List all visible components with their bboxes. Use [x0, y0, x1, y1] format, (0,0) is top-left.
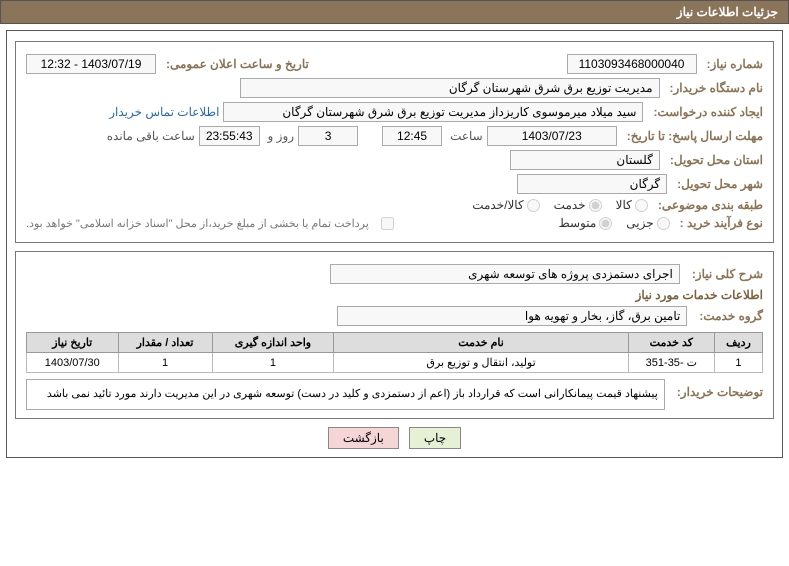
- radio-kala[interactable]: کالا: [616, 198, 648, 212]
- buyer-desc-text: پیشنهاد قیمت پیمانکارانی است که قرارداد …: [26, 379, 665, 410]
- announce-dt-value: 1403/07/19 - 12:32: [26, 54, 156, 74]
- table-row: 1 ت -35-351 تولید، انتقال و توزیع برق 1 …: [27, 353, 763, 373]
- need-no-label: شماره نیاز:: [707, 57, 763, 71]
- mid-section: شرح کلی نیاز: اجرای دستمزدی پروژه های تو…: [15, 251, 774, 419]
- requester-value: سید میلاد میرموسوی کاریزداز مدیریت توزیع…: [223, 102, 643, 122]
- back-button[interactable]: بازگشت: [328, 427, 399, 449]
- radio-joz[interactable]: جزیی: [626, 216, 669, 230]
- radio-kala-input[interactable]: [635, 199, 648, 212]
- deadline-time: 12:45: [382, 126, 442, 146]
- city-value: گرگان: [517, 174, 667, 194]
- pay-note-check[interactable]: پرداخت تمام یا بخشی از مبلغ خرید،از محل …: [26, 217, 394, 230]
- cell-name: تولید، انتقال و توزیع برق: [334, 353, 628, 373]
- col-unit: واحد اندازه گیری: [212, 333, 334, 353]
- deadline-date: 1403/07/23: [487, 126, 617, 146]
- time-label: ساعت: [450, 129, 483, 143]
- announce-dt-label: تاریخ و ساعت اعلان عمومی:: [166, 57, 309, 71]
- requester-label: ایجاد کننده درخواست:: [653, 105, 763, 119]
- clock-remaining: 23:55:43: [199, 126, 260, 146]
- pay-note-checkbox[interactable]: [381, 217, 394, 230]
- row-city: شهر محل تحویل: گرگان: [26, 174, 763, 194]
- need-no-value: 1103093468000040: [567, 54, 697, 74]
- category-label: طبقه بندی موضوعی:: [658, 198, 763, 212]
- contact-buyer-link[interactable]: اطلاعات تماس خریدار: [109, 105, 219, 119]
- button-bar: چاپ بازگشت: [15, 427, 774, 449]
- cell-need-date: 1403/07/30: [27, 353, 119, 373]
- col-qty: تعداد / مقدار: [118, 333, 212, 353]
- service-group-label: گروه خدمت:: [699, 309, 763, 323]
- overall-need-row: شرح کلی نیاز: اجرای دستمزدی پروژه های تو…: [26, 264, 763, 284]
- cell-unit: 1: [212, 353, 334, 373]
- services-table: ردیف کد خدمت نام خدمت واحد اندازه گیری ت…: [26, 332, 763, 373]
- radio-both[interactable]: کالا/خدمت: [472, 198, 539, 212]
- overall-need-value: اجرای دستمزدی پروژه های توسعه شهری: [330, 264, 680, 284]
- row-need-no: شماره نیاز: 1103093468000040 تاریخ و ساع…: [26, 54, 763, 74]
- service-group-row: گروه خدمت: تامین برق، گاز، بخار و تهویه …: [26, 306, 763, 326]
- cell-code: ت -35-351: [628, 353, 714, 373]
- buyer-value: مدیریت توزیع برق شرق شهرستان گرگان: [240, 78, 660, 98]
- top-section: شماره نیاز: 1103093468000040 تاریخ و ساع…: [15, 41, 774, 243]
- row-category: طبقه بندی موضوعی: کالا خدمت کالا/خدمت: [26, 198, 763, 212]
- buyer-desc-row: توضیحات خریدار: پیشنهاد قیمت پیمانکارانی…: [26, 379, 763, 410]
- page-title: جزئیات اطلاعات نیاز: [677, 5, 778, 19]
- radio-joz-input[interactable]: [657, 217, 670, 230]
- radio-khadamat-input[interactable]: [589, 199, 602, 212]
- province-label: استان محل تحویل:: [670, 153, 763, 167]
- radio-mot[interactable]: متوسط: [559, 216, 613, 230]
- main-container: شماره نیاز: 1103093468000040 تاریخ و ساع…: [6, 30, 783, 458]
- buyer-label: نام دستگاه خریدار:: [670, 81, 764, 95]
- col-row: ردیف: [714, 333, 762, 353]
- province-value: گلستان: [510, 150, 660, 170]
- col-name: نام خدمت: [334, 333, 628, 353]
- days-after-label: روز و: [268, 129, 295, 143]
- page-header: جزئیات اطلاعات نیاز: [0, 0, 789, 24]
- row-deadline: مهلت ارسال پاسخ: تا تاریخ: 1403/07/23 سا…: [26, 126, 763, 146]
- city-label: شهر محل تحویل:: [677, 177, 763, 191]
- print-button[interactable]: چاپ: [409, 427, 461, 449]
- category-radio-group: کالا خدمت کالا/خدمت: [472, 198, 648, 212]
- deadline-label: مهلت ارسال پاسخ: تا تاریخ:: [627, 129, 763, 143]
- service-group-value: تامین برق، گاز، بخار و تهویه هوا: [337, 306, 687, 326]
- col-need-date: تاریخ نیاز: [27, 333, 119, 353]
- cell-qty: 1: [118, 353, 212, 373]
- row-process-type: نوع فرآیند خرید : جزیی متوسط پرداخت تمام…: [26, 216, 763, 230]
- remain-label: ساعت باقی مانده: [107, 129, 195, 143]
- process-type-radio-group: جزیی متوسط: [559, 216, 670, 230]
- table-header-row: ردیف کد خدمت نام خدمت واحد اندازه گیری ت…: [27, 333, 763, 353]
- col-code: کد خدمت: [628, 333, 714, 353]
- process-type-label: نوع فرآیند خرید :: [680, 216, 763, 230]
- service-info-title: اطلاعات خدمات مورد نیاز: [26, 288, 763, 302]
- days-remaining: 3: [298, 126, 358, 146]
- row-province: استان محل تحویل: گلستان: [26, 150, 763, 170]
- cell-row: 1: [714, 353, 762, 373]
- row-buyer: نام دستگاه خریدار: مدیریت توزیع برق شرق …: [26, 78, 763, 98]
- overall-need-label: شرح کلی نیاز:: [692, 267, 763, 281]
- radio-mot-input[interactable]: [599, 217, 612, 230]
- radio-both-input[interactable]: [527, 199, 540, 212]
- row-requester: ایجاد کننده درخواست: سید میلاد میرموسوی …: [26, 102, 763, 122]
- pay-note-text: پرداخت تمام یا بخشی از مبلغ خرید،از محل …: [26, 217, 369, 230]
- radio-khadamat[interactable]: خدمت: [554, 198, 602, 212]
- buyer-desc-label: توضیحات خریدار:: [677, 379, 763, 399]
